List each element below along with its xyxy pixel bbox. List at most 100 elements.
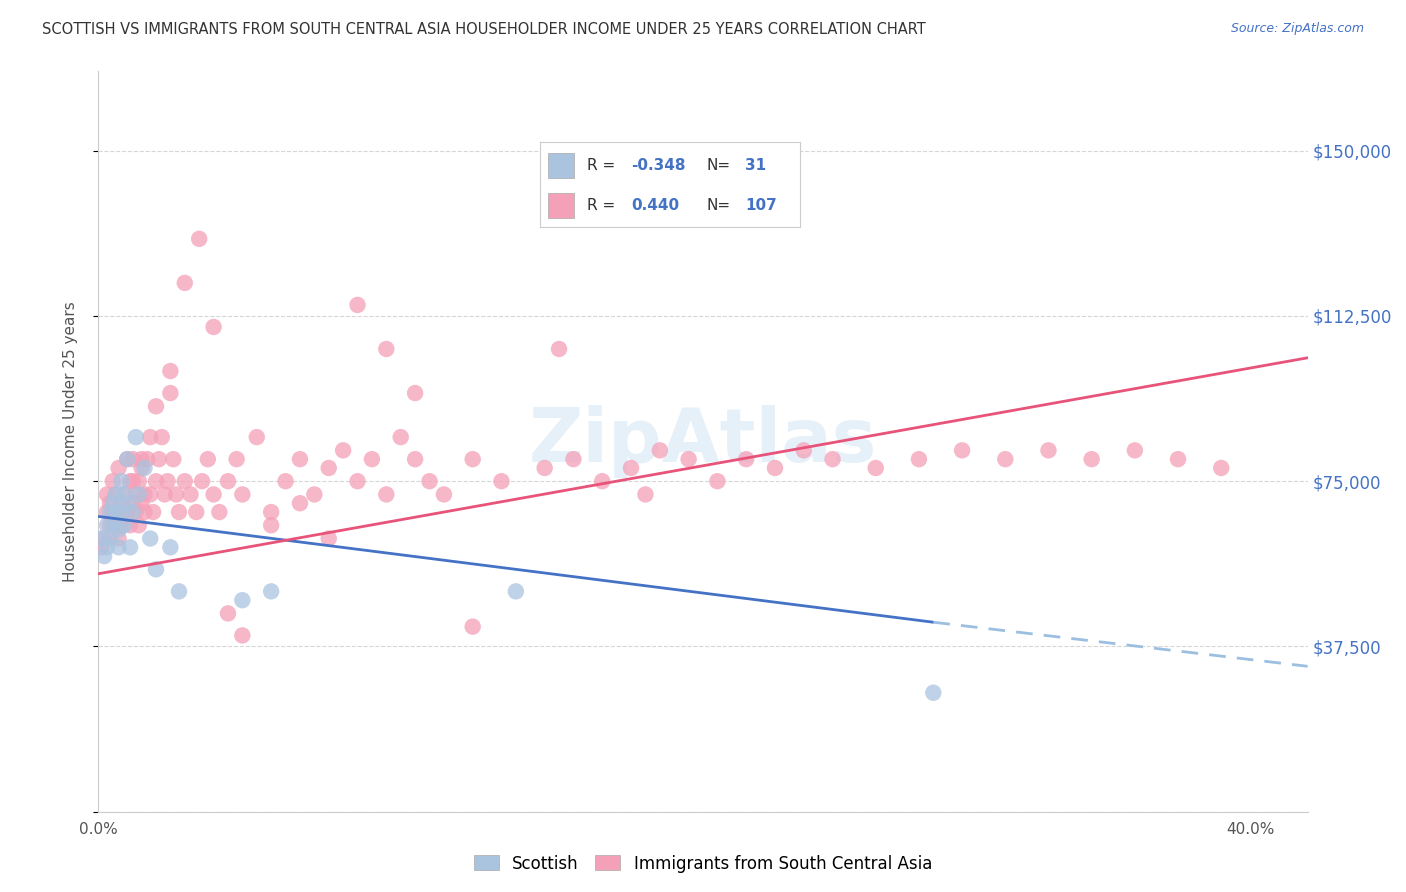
Point: [96, 541, 118, 555]
Point: [104, 505, 127, 519]
Point: [125, 505, 148, 519]
Point: [361, 452, 384, 467]
Point: [260, 518, 283, 533]
Text: SCOTTISH VS IMMIGRANTS FROM SOUTH CENTRAL ASIA HOUSEHOLDER INCOME UNDER 25 YEARS: SCOTTISH VS IMMIGRANTS FROM SOUTH CENTRA…: [42, 22, 927, 37]
Point: [922, 686, 945, 700]
Point: [225, 452, 247, 467]
Point: [131, 461, 153, 475]
Point: [93, 532, 115, 546]
Point: [148, 452, 170, 467]
Point: [404, 386, 426, 401]
Point: [110, 505, 132, 519]
Point: [217, 607, 239, 621]
Point: [125, 430, 148, 444]
Point: [994, 452, 1017, 467]
Point: [101, 474, 124, 488]
Point: [115, 505, 138, 519]
Point: [591, 474, 613, 488]
Point: [231, 628, 253, 642]
Point: [173, 474, 195, 488]
Point: [115, 496, 138, 510]
Point: [98, 532, 121, 546]
Point: [120, 518, 142, 533]
Point: [115, 452, 138, 467]
Point: [332, 443, 354, 458]
Point: [159, 386, 181, 401]
Point: [122, 496, 145, 510]
Point: [96, 487, 118, 501]
Point: [150, 430, 173, 444]
Point: [122, 474, 145, 488]
Point: [145, 399, 167, 413]
Point: [131, 452, 153, 467]
Point: [142, 505, 165, 519]
Point: [304, 487, 326, 501]
Point: [1167, 452, 1189, 467]
Point: [620, 461, 643, 475]
Point: [186, 505, 208, 519]
Point: [159, 364, 181, 378]
Point: [112, 487, 135, 501]
Point: [678, 452, 700, 467]
Point: [231, 487, 253, 501]
Point: [145, 562, 167, 576]
Point: [98, 505, 121, 519]
Point: [318, 461, 340, 475]
Point: [202, 320, 225, 334]
Point: [173, 276, 195, 290]
Point: [865, 461, 887, 475]
Point: [562, 452, 585, 467]
Point: [125, 487, 148, 501]
Point: [156, 474, 179, 488]
Point: [208, 505, 231, 519]
Point: [104, 487, 127, 501]
Point: [110, 474, 132, 488]
Point: [112, 487, 135, 501]
Point: [134, 461, 156, 475]
Point: [1123, 443, 1146, 458]
Point: [288, 452, 311, 467]
Point: [188, 232, 211, 246]
Point: [505, 584, 527, 599]
Point: [90, 541, 112, 555]
Point: [128, 518, 150, 533]
Point: [90, 532, 112, 546]
Point: [110, 496, 132, 510]
Point: [101, 496, 124, 510]
Point: [120, 541, 142, 555]
Point: [706, 474, 728, 488]
Point: [1038, 443, 1060, 458]
Point: [404, 452, 426, 467]
Point: [162, 452, 184, 467]
Point: [389, 430, 412, 444]
Point: [491, 474, 513, 488]
Point: [107, 461, 129, 475]
Point: [793, 443, 815, 458]
Point: [648, 443, 671, 458]
Point: [375, 342, 398, 356]
Point: [167, 584, 190, 599]
Point: [533, 461, 555, 475]
Point: [98, 496, 121, 510]
Point: [134, 487, 156, 501]
Point: [180, 487, 202, 501]
Point: [821, 452, 844, 467]
Text: Source: ZipAtlas.com: Source: ZipAtlas.com: [1230, 22, 1364, 36]
Text: ZipAtlas: ZipAtlas: [529, 405, 877, 478]
Point: [122, 505, 145, 519]
Point: [950, 443, 973, 458]
Point: [145, 474, 167, 488]
Point: [318, 532, 340, 546]
Point: [461, 452, 484, 467]
Point: [246, 430, 269, 444]
Point: [96, 518, 118, 533]
Legend: Scottish, Immigrants from South Central Asia: Scottish, Immigrants from South Central …: [467, 848, 939, 880]
Point: [139, 430, 162, 444]
Point: [134, 505, 156, 519]
Point: [115, 505, 138, 519]
Point: [128, 474, 150, 488]
Point: [107, 541, 129, 555]
Point: [107, 532, 129, 546]
Point: [260, 505, 283, 519]
Point: [274, 474, 297, 488]
